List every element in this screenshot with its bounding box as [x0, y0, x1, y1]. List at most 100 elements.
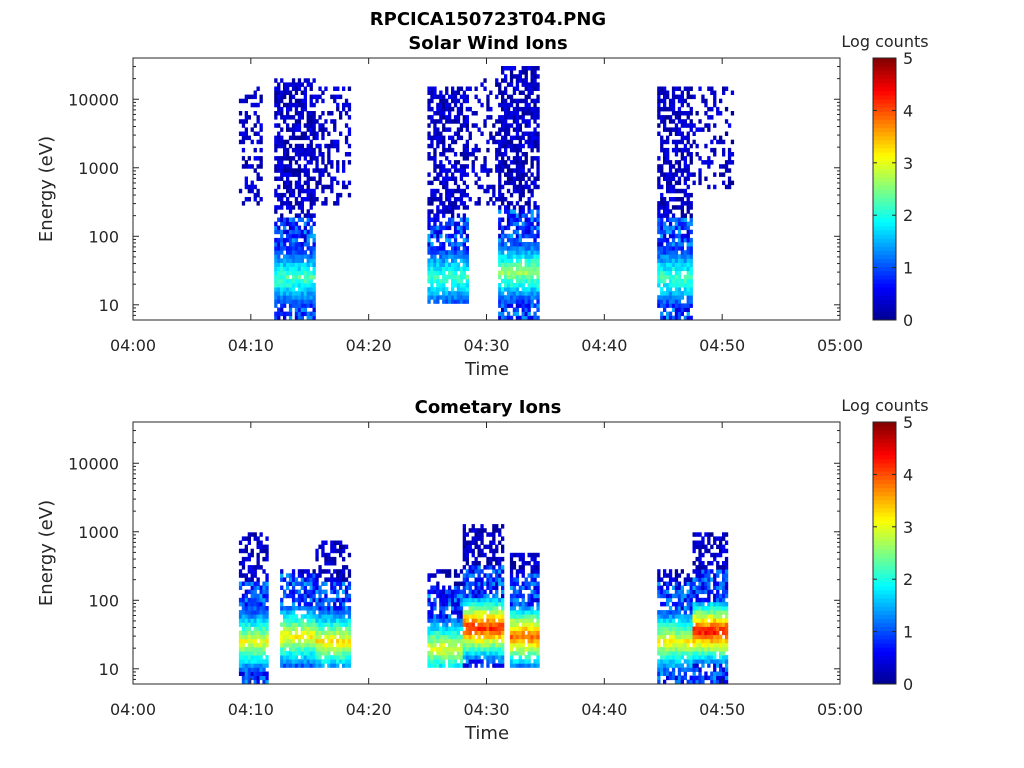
heatmap-cell — [465, 217, 469, 222]
colorbar-tick-label: 3 — [903, 154, 913, 173]
heatmap-cell — [436, 197, 440, 202]
heatmap-cell — [483, 606, 487, 611]
heatmap-cell — [294, 201, 299, 206]
heatmap-cell — [456, 246, 461, 251]
heatmap-cell — [657, 679, 661, 685]
heatmap-cell — [683, 597, 687, 603]
heatmap-cell — [300, 82, 304, 87]
heatmap-cell — [465, 184, 469, 190]
heatmap-cell — [462, 642, 466, 648]
heatmap-cell — [480, 524, 484, 529]
heatmap-cell — [710, 601, 714, 607]
heatmap-cell — [277, 291, 281, 296]
heatmap-cell — [668, 577, 673, 582]
heatmap-cell — [336, 201, 340, 206]
heatmap-cell — [456, 291, 461, 296]
heatmap-cell — [695, 659, 699, 664]
heatmap-cell — [241, 626, 246, 631]
heatmap-cell — [477, 622, 481, 627]
heatmap-cell — [518, 242, 522, 247]
heatmap-cell — [527, 585, 531, 590]
heatmap-cell — [527, 184, 531, 190]
heatmap-cell — [256, 172, 260, 177]
heatmap-cell — [291, 266, 296, 272]
heatmap-cell — [527, 581, 531, 586]
heatmap-cell — [495, 82, 499, 87]
heatmap-cell — [713, 610, 717, 615]
heatmap-cell — [495, 528, 499, 533]
heatmap-cell — [306, 221, 310, 227]
heatmap-cell — [306, 593, 310, 599]
heatmap-cell — [486, 106, 490, 112]
heatmap-cell — [344, 102, 349, 108]
heatmap-cell — [666, 246, 670, 251]
heatmap-cell — [489, 589, 493, 595]
heatmap-cell — [518, 225, 522, 231]
heatmap-cell — [689, 589, 693, 595]
heatmap-cell — [280, 237, 284, 243]
heatmap-cell — [695, 143, 699, 149]
heatmap-cell — [695, 111, 699, 116]
heatmap-cell — [342, 638, 346, 644]
heatmap-cell — [283, 115, 287, 120]
heatmap-cell — [674, 311, 679, 317]
heatmap-cell — [663, 254, 667, 259]
colorbar-segment — [873, 164, 896, 170]
heatmap-cell — [663, 651, 667, 656]
heatmap-cell — [259, 626, 263, 631]
heatmap-cell — [521, 78, 525, 83]
heatmap-cell — [462, 274, 466, 280]
heatmap-cell — [692, 638, 696, 644]
heatmap-cell — [462, 651, 466, 656]
heatmap-cell — [465, 610, 469, 615]
heatmap-cell — [297, 192, 302, 198]
heatmap-cell — [347, 131, 352, 136]
heatmap-cell — [253, 642, 257, 648]
heatmap-cell — [339, 647, 343, 652]
heatmap-cell — [483, 544, 487, 550]
heatmap-cell — [448, 205, 452, 210]
heatmap-cell — [294, 577, 299, 582]
heatmap-cell — [518, 217, 522, 222]
heatmap-cell — [259, 659, 263, 664]
heatmap-cell — [456, 262, 461, 267]
colorbar-segment — [873, 98, 896, 104]
heatmap-cell — [506, 168, 511, 173]
heatmap-cell — [327, 630, 331, 636]
heatmap-cell — [265, 626, 269, 631]
heatmap-cell — [318, 180, 322, 186]
heatmap-cell — [430, 246, 434, 251]
heatmap-cell — [244, 606, 248, 611]
heatmap-cell — [707, 626, 711, 631]
heatmap-cell — [347, 659, 352, 664]
heatmap-cell — [683, 307, 687, 312]
heatmap-cell — [668, 630, 673, 636]
heatmap-cell — [280, 647, 284, 652]
heatmap-cell — [657, 258, 661, 263]
heatmap-cell — [660, 168, 664, 173]
heatmap-cell — [247, 135, 251, 141]
heatmap-cell — [286, 291, 290, 296]
heatmap-cell — [719, 164, 723, 169]
heatmap-cell — [442, 258, 446, 263]
heatmap-cell — [259, 597, 263, 603]
heatmap-cell — [442, 94, 446, 100]
heatmap-cell — [250, 675, 254, 681]
heatmap-cell — [306, 663, 310, 668]
heatmap-cell — [286, 573, 290, 578]
heatmap-cell — [277, 237, 281, 243]
heatmap-cell — [521, 225, 525, 231]
heatmap-cell — [498, 569, 502, 574]
heatmap-cell — [445, 638, 449, 644]
heatmap-cell — [704, 102, 708, 108]
heatmap-cell — [430, 135, 434, 141]
heatmap-cell — [492, 532, 496, 537]
heatmap-cell — [680, 172, 684, 177]
heatmap-cell — [347, 614, 352, 619]
heatmap-cell — [303, 638, 307, 644]
heatmap-cell — [247, 164, 251, 169]
heatmap-cell — [495, 524, 499, 529]
heatmap-cell — [459, 597, 464, 603]
heatmap-cell — [427, 270, 431, 276]
heatmap-cell — [306, 638, 310, 644]
